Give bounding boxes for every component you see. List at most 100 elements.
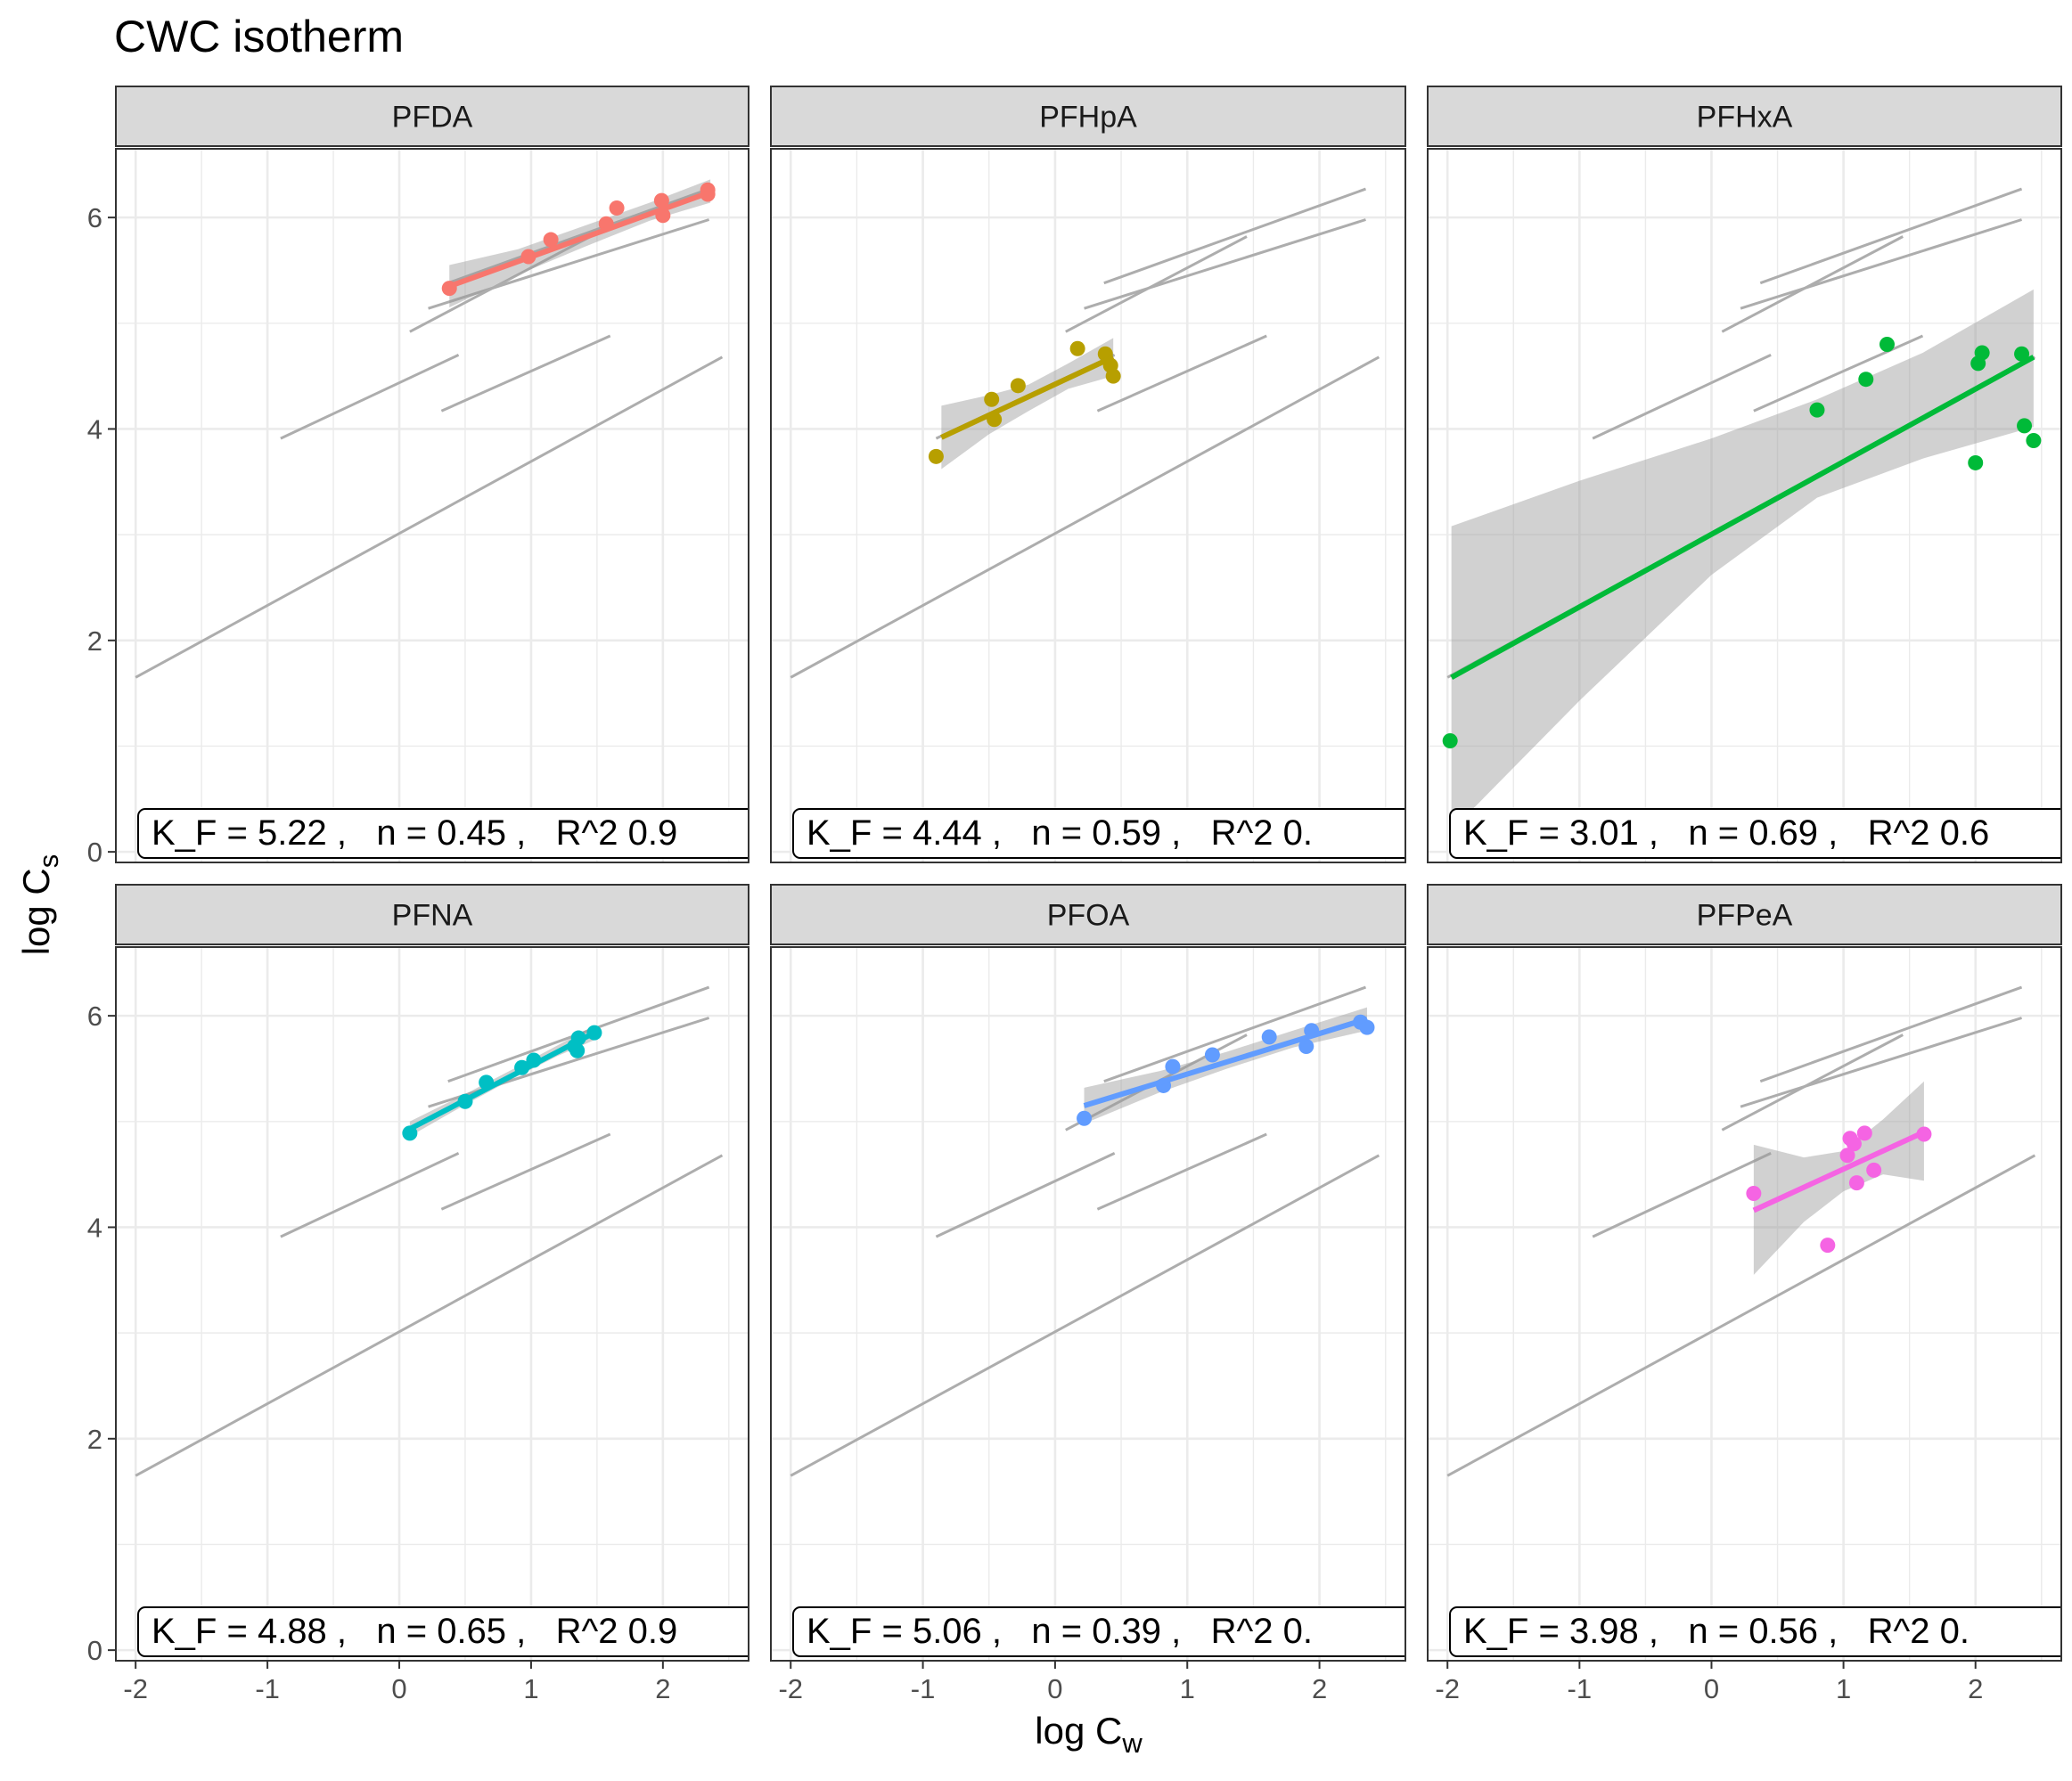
facet-strip-label: PFOA (1047, 899, 1130, 933)
panel-pfna: PFNA K_F = 4.88 , n = 0.65 , R^2 0.9 0 2 4 6 -… (87, 884, 749, 1704)
panel-plot-area: K_F = 4.44 , n = 0.59 , R^2 0. (771, 149, 1405, 862)
fit-annotation-box (792, 808, 1405, 859)
x-tick-label: 2 (1312, 1673, 1327, 1704)
y-tick-label: 0 (87, 1635, 102, 1666)
data-point (1077, 1110, 1093, 1126)
reference-isotherm-line (280, 1152, 460, 1238)
data-point (1839, 1148, 1855, 1164)
fit-line (448, 189, 712, 290)
confidence-band (1451, 289, 2034, 831)
fit-annotation-box (137, 808, 749, 859)
data-point (1165, 1058, 1181, 1074)
x-tick-label: -1 (911, 1673, 936, 1704)
data-point (1848, 1175, 1864, 1191)
y-tick-label: 6 (87, 1001, 102, 1032)
data-point (984, 391, 1000, 407)
reference-isotherm-line (790, 355, 1380, 679)
reference-isotherm-line (935, 1152, 1116, 1238)
reference-isotherm-line (1759, 187, 2023, 285)
y-tick-label: 2 (87, 625, 102, 657)
y-tick-label: 4 (87, 413, 102, 445)
panel-plot-area: K_F = 3.98 , n = 0.56 , R^2 0. (1428, 947, 2061, 1661)
facet-strip (115, 884, 749, 945)
data-point (1298, 1039, 1314, 1055)
panel-plot-area: K_F = 5.06 , n = 0.39 , R^2 0. (771, 947, 1405, 1661)
data-point (1069, 340, 1085, 356)
data-point (1204, 1047, 1220, 1063)
confidence-band (1753, 1081, 1924, 1275)
x-tick-label: -2 (123, 1673, 148, 1704)
confidence-band (449, 179, 711, 307)
panel-plot-area: K_F = 3.01 , n = 0.69 , R^2 0.6 (1428, 149, 2061, 862)
x-axis-title-subscript: w (1121, 1728, 1142, 1759)
panel-plot-area: K_F = 4.88 , n = 0.65 , R^2 0.9 (116, 947, 749, 1661)
y-axis-title: log Cs (15, 854, 64, 956)
confidence-band (1084, 1007, 1367, 1124)
reference-isotherm-line (1740, 218, 2023, 310)
data-point (1010, 378, 1026, 394)
reference-isotherm-line (135, 1154, 724, 1477)
panel-border (115, 946, 749, 1662)
fit-annotation-text: K_F = 5.06 , n = 0.39 , R^2 0. (807, 1612, 1313, 1651)
panel-pfhxa: PFHxA K_F = 3.01 , n = 0.69 , R^2 0.6 (1427, 86, 2062, 863)
x-tick-label: -1 (1568, 1673, 1593, 1704)
fit-annotation: K_F = 3.01 , n = 0.69 , R^2 0.6 (1449, 808, 2061, 859)
fit-annotation-text: K_F = 4.44 , n = 0.59 , R^2 0. (807, 813, 1313, 853)
y-tick-label: 0 (87, 837, 102, 868)
data-point (543, 232, 559, 248)
fit-annotation-box (137, 1606, 749, 1657)
panel-border (1427, 946, 2062, 1662)
data-point (2017, 418, 2033, 434)
x-tick-label: 1 (1180, 1673, 1195, 1704)
fit-annotation: K_F = 5.22 , n = 0.45 , R^2 0.9 (137, 808, 749, 859)
reference-isotherm-line (409, 235, 592, 333)
data-point (1359, 1019, 1375, 1035)
panel-border (770, 148, 1406, 863)
x-tick-label: 0 (1704, 1673, 1719, 1704)
data-point (1866, 1162, 1882, 1178)
fit-annotation: K_F = 5.06 , n = 0.39 , R^2 0. (792, 1606, 1405, 1657)
x-tick-label: 1 (523, 1673, 538, 1704)
data-point (1746, 1185, 1762, 1201)
panel-pfpea: PFPeA K_F = 3.98 , n = 0.56 , R^2 0. -2 -1 0… (1427, 884, 2062, 1704)
x-tick-label: 1 (1836, 1673, 1851, 1704)
reference-isotherm-line (1759, 985, 2023, 1083)
reference-isotherm-line (1592, 1152, 1772, 1238)
fit-annotation-text: K_F = 4.88 , n = 0.65 , R^2 0.9 (152, 1612, 677, 1651)
facet-strip (770, 86, 1406, 147)
reference-isotherm-line (1592, 354, 1772, 440)
chart-title: CWC isotherm (114, 12, 404, 61)
reference-isotherm-line (790, 1154, 1380, 1477)
fit-annotation-box (1449, 1606, 2061, 1657)
facet-strip (1427, 884, 2062, 945)
reference-isotherm-line (135, 355, 724, 679)
x-tick-label: 2 (655, 1673, 670, 1704)
facet-strip (770, 884, 1406, 945)
data-point (1105, 368, 1121, 384)
fit-annotation: K_F = 4.44 , n = 0.59 , R^2 0. (792, 808, 1405, 859)
fit-line (940, 355, 1115, 440)
x-tick-label: 0 (1047, 1673, 1062, 1704)
facet-strip-label: PFPeA (1697, 899, 1793, 933)
reference-isotherm-line (1753, 334, 1924, 413)
facet-strip (115, 86, 749, 147)
fit-annotation-box (1449, 808, 2061, 859)
confidence-band (941, 338, 1114, 470)
y-tick-label: 2 (87, 1424, 102, 1455)
fit-line (1752, 1129, 1926, 1213)
reference-isotherm-line (1103, 985, 1367, 1083)
x-tick-label: 2 (1968, 1673, 1983, 1704)
data-point (1858, 372, 1874, 388)
reference-isotherm-line (440, 1132, 611, 1211)
facet-strip-label: PFNA (392, 899, 473, 933)
data-point (653, 192, 669, 208)
data-point (1968, 454, 1984, 470)
data-point (928, 448, 944, 464)
panel-plot-area: K_F = 5.22 , n = 0.45 , R^2 0.9 (116, 149, 749, 862)
data-point (1820, 1238, 1836, 1254)
y-axis-title-base: log C (15, 868, 57, 955)
fit-line (408, 1030, 596, 1132)
x-tick-label: -2 (1435, 1673, 1460, 1704)
panel-pfda: PFDA K_F = 5.22 , n = 0.45 , R^2 0.9 0 2 4 6 (87, 86, 749, 868)
facet-strip-label: PFHpA (1039, 101, 1137, 135)
